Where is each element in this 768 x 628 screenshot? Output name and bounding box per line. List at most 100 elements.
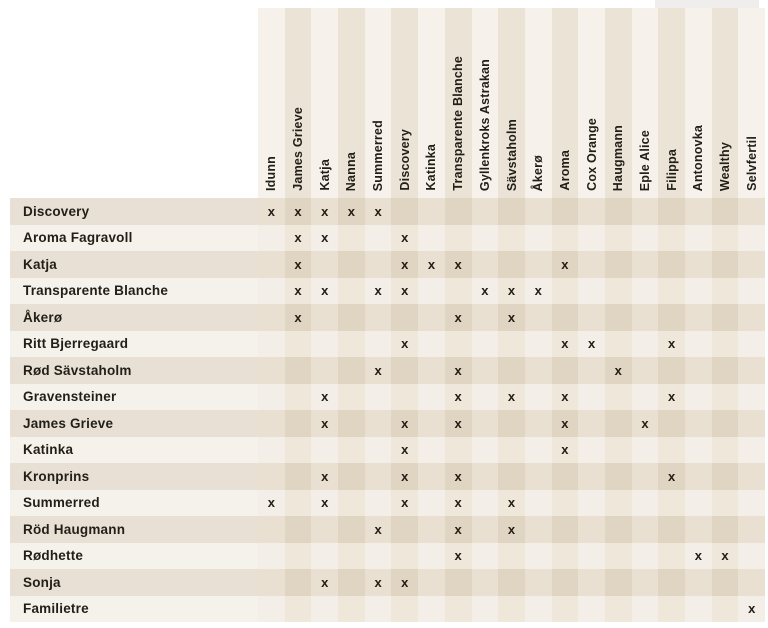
- matrix-cell: x: [444, 410, 472, 437]
- matrix-cell: [578, 357, 605, 384]
- x-mark: x: [267, 495, 275, 511]
- x-mark: x: [374, 521, 382, 537]
- matrix-cell: [578, 516, 605, 543]
- column-header-label: Idunn: [264, 155, 279, 191]
- table-row: Summerred x x x x x: [10, 489, 766, 516]
- matrix-cell: x: [631, 410, 659, 437]
- matrix-cell: [338, 542, 365, 569]
- matrix-cell: [391, 595, 419, 622]
- matrix-cell: [604, 251, 632, 278]
- matrix-cell: [418, 489, 445, 516]
- matrix-cell: [685, 277, 712, 304]
- matrix-cell: [604, 410, 632, 437]
- matrix-cell: [444, 198, 472, 225]
- matrix-cell: [284, 357, 312, 384]
- matrix-cell: [258, 542, 285, 569]
- top-edge-artifact: [655, 0, 759, 8]
- matrix-cell: [631, 489, 659, 516]
- matrix-cell: [284, 463, 312, 490]
- matrix-cell: [471, 383, 499, 410]
- matrix-cell: [658, 304, 685, 331]
- matrix-cell: [551, 516, 579, 543]
- matrix-cell: [284, 542, 312, 569]
- matrix-cell: [391, 383, 419, 410]
- x-mark: x: [641, 415, 649, 431]
- matrix-cell: x: [338, 198, 365, 225]
- matrix-cell: [685, 251, 712, 278]
- column-header-label: Discovery: [397, 129, 412, 191]
- x-mark: x: [561, 336, 569, 352]
- matrix-cell: [418, 463, 445, 490]
- matrix-cell: [578, 410, 605, 437]
- matrix-cell: [311, 595, 339, 622]
- matrix-cell: [604, 436, 632, 463]
- matrix-cell: x: [418, 251, 445, 278]
- column-header-label: Katja: [317, 159, 332, 191]
- x-mark: x: [401, 283, 409, 299]
- matrix-cell: [364, 383, 392, 410]
- x-mark: x: [321, 468, 329, 484]
- matrix-cell: [258, 224, 285, 251]
- matrix-cell: [524, 330, 552, 357]
- matrix-cell: [471, 569, 499, 596]
- matrix-cell: [311, 436, 339, 463]
- matrix-cell: [685, 224, 712, 251]
- matrix-cell: [364, 542, 392, 569]
- matrix-cell: [471, 224, 499, 251]
- matrix-cell: [524, 516, 552, 543]
- matrix-cell: [338, 516, 365, 543]
- matrix-cell: [578, 224, 605, 251]
- x-mark: x: [347, 203, 356, 219]
- matrix-cell: [284, 595, 312, 622]
- matrix-cell: [711, 436, 739, 463]
- matrix-cell: [284, 383, 312, 410]
- x-mark: x: [694, 548, 702, 564]
- matrix-cell: [498, 357, 525, 384]
- row-label: Rødhette: [10, 542, 258, 569]
- matrix-cell: [738, 569, 766, 596]
- matrix-cell: [711, 198, 739, 225]
- matrix-cell: x: [364, 198, 392, 225]
- matrix-cell: [471, 357, 499, 384]
- matrix-cell: [658, 542, 685, 569]
- matrix-cell: x: [444, 516, 472, 543]
- x-mark: x: [401, 230, 409, 246]
- row-label: Kronprins: [10, 463, 258, 490]
- matrix-cell: [631, 277, 659, 304]
- column-header: Selvfertil: [738, 8, 766, 198]
- x-mark: x: [454, 256, 462, 272]
- column-header: Gyllenkroks Astrakan: [471, 8, 499, 198]
- table-row: James Grieve x x x x x: [10, 410, 766, 437]
- x-mark: x: [294, 309, 302, 325]
- matrix-cell: [551, 569, 579, 596]
- x-mark: x: [454, 389, 462, 405]
- matrix-cell: [338, 383, 365, 410]
- matrix-cell: [578, 595, 605, 622]
- row-label: Katinka: [10, 436, 258, 463]
- table-row: Sonja x x x: [10, 569, 766, 596]
- x-mark: x: [401, 574, 409, 590]
- matrix-cell: x: [658, 463, 685, 490]
- matrix-cell: [631, 436, 659, 463]
- matrix-cell: x: [524, 277, 552, 304]
- matrix-cell: [524, 224, 552, 251]
- table-row: Åkerø x x x: [10, 304, 766, 331]
- matrix-cell: [738, 516, 766, 543]
- matrix-cell: [604, 383, 632, 410]
- column-header: Haugmann: [604, 8, 632, 198]
- column-header-label: Cox Orange: [584, 118, 599, 191]
- matrix-cell: [738, 542, 766, 569]
- matrix-cell: x: [604, 357, 632, 384]
- column-header: Åkerø: [524, 8, 552, 198]
- matrix-cell: x: [444, 304, 472, 331]
- matrix-cell: [418, 516, 445, 543]
- matrix-cell: [498, 198, 525, 225]
- matrix-cell: [418, 304, 445, 331]
- matrix-cell: [631, 251, 659, 278]
- matrix-cell: [391, 198, 419, 225]
- x-mark: x: [401, 495, 409, 511]
- row-label: Åkerø: [10, 304, 258, 331]
- matrix-cell: [738, 304, 766, 331]
- matrix-cell: [685, 357, 712, 384]
